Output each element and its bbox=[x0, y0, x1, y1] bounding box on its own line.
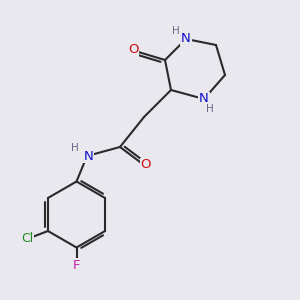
Text: H: H bbox=[206, 103, 213, 114]
Text: N: N bbox=[199, 92, 209, 106]
Text: N: N bbox=[181, 32, 191, 46]
Text: Cl: Cl bbox=[21, 232, 33, 245]
Text: F: F bbox=[73, 259, 80, 272]
Text: H: H bbox=[172, 26, 179, 36]
Text: H: H bbox=[70, 142, 78, 153]
Text: O: O bbox=[128, 43, 139, 56]
Text: O: O bbox=[140, 158, 151, 172]
Text: N: N bbox=[84, 149, 93, 163]
